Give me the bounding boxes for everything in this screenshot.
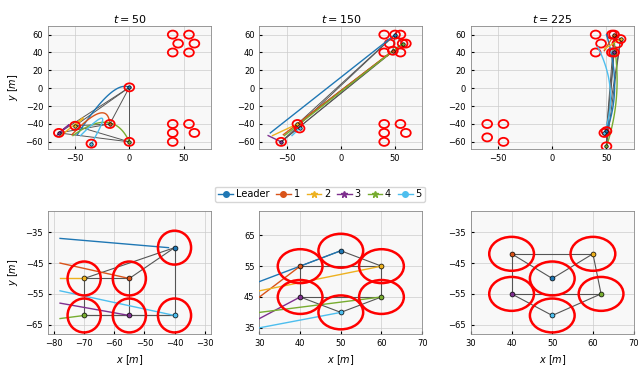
Title: $t = 225$: $t = 225$ [532,13,572,25]
X-axis label: $x$ $[m]$: $x$ $[m]$ [327,353,355,367]
Y-axis label: $y$ $[m]$: $y$ $[m]$ [6,259,20,286]
Y-axis label: $y$ $[m]$: $y$ $[m]$ [6,74,20,101]
X-axis label: $x$ $[m]$: $x$ $[m]$ [116,353,143,367]
X-axis label: $x$ $[m]$: $x$ $[m]$ [538,353,566,367]
Title: $t = 150$: $t = 150$ [321,13,361,25]
Title: $t = 50$: $t = 50$ [113,13,146,25]
Legend: Leader, 1, 2, 3, 4, 5: Leader, 1, 2, 3, 4, 5 [216,186,424,202]
